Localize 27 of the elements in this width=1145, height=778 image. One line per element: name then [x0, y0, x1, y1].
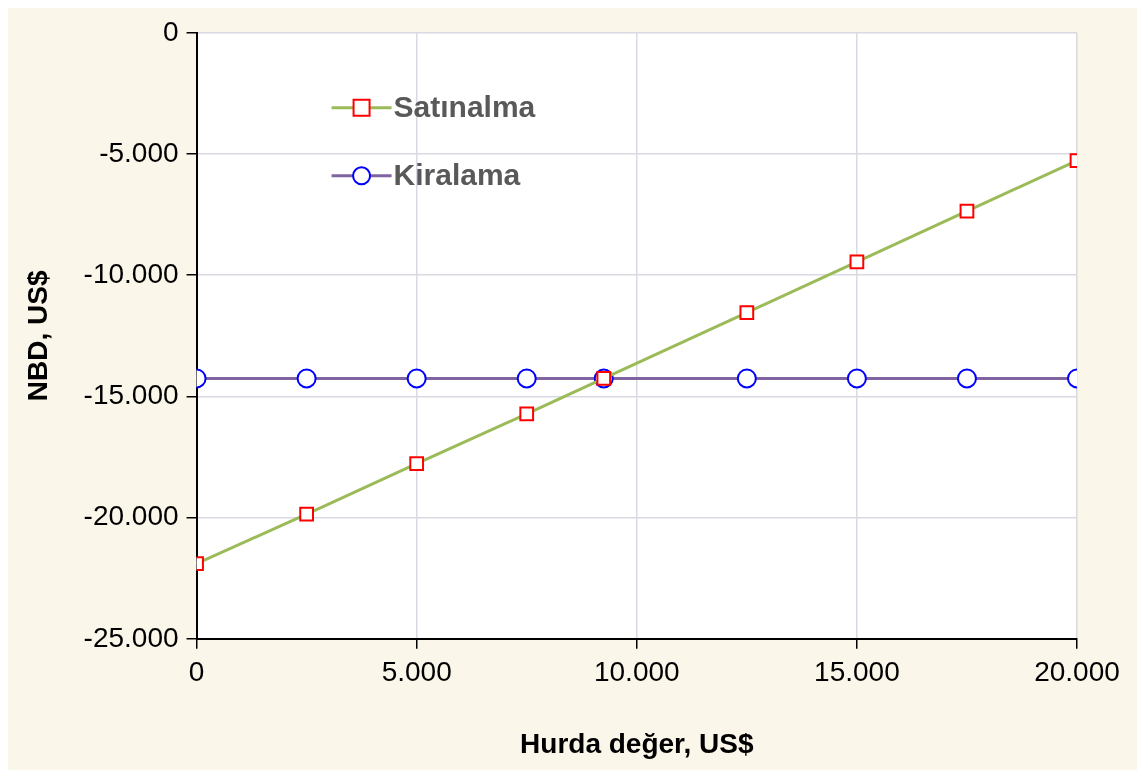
point [406, 368, 427, 389]
y-tick-label: 0 [162, 15, 179, 47]
x-tick-label: 0 [188, 656, 205, 688]
y-tick-label: -15.000 [83, 379, 179, 411]
point [846, 368, 867, 389]
x-tick-label: 15.000 [814, 656, 900, 688]
point [959, 203, 975, 219]
point [516, 368, 537, 389]
y-tick-label: -20.000 [83, 500, 179, 532]
legend-label: Satınalma [393, 90, 536, 124]
x-tick-label: 5.000 [381, 656, 452, 688]
x-tick-label: 20.000 [1034, 656, 1120, 688]
point [409, 456, 425, 471]
point [739, 305, 755, 320]
y-tick-label: -5.000 [99, 136, 179, 168]
point [736, 368, 757, 389]
point [519, 406, 535, 422]
y-tick-label: -10.000 [83, 257, 179, 289]
point [296, 368, 317, 389]
point [956, 368, 977, 389]
y-tick-label: -25.000 [83, 621, 179, 653]
y-axis-title: NBD, US$ [21, 270, 53, 402]
x-axis-title: Hurda değer, US$ [520, 727, 754, 759]
x-tick-label: 10.000 [593, 656, 680, 688]
legend-label: Kiralama [393, 158, 521, 192]
point [849, 254, 865, 270]
point [299, 506, 314, 522]
